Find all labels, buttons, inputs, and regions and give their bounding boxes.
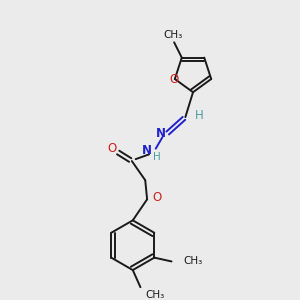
Text: O: O xyxy=(152,191,161,204)
Text: CH₃: CH₃ xyxy=(145,290,164,300)
Text: O: O xyxy=(107,142,116,155)
Text: N: N xyxy=(142,144,152,157)
Text: N: N xyxy=(155,127,166,140)
Text: CH₃: CH₃ xyxy=(164,30,183,40)
Text: H: H xyxy=(153,152,160,162)
Text: CH₃: CH₃ xyxy=(183,256,202,266)
Text: H: H xyxy=(194,109,203,122)
Text: O: O xyxy=(169,73,178,85)
